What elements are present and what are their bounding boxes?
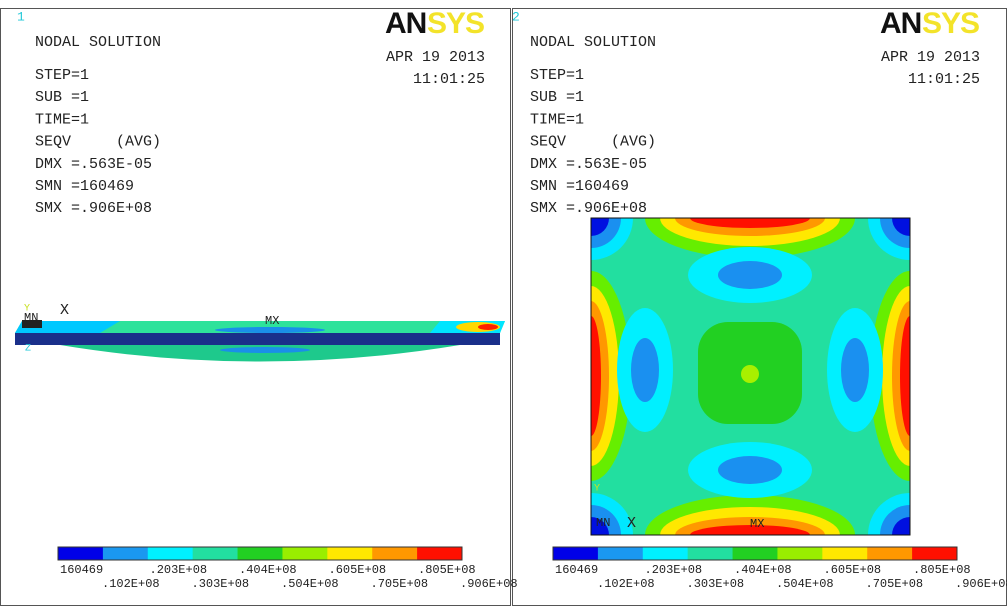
- legend-swatch: [777, 547, 822, 560]
- legend-label: .102E+08: [597, 577, 655, 591]
- legend-swatch: [282, 547, 327, 560]
- logo-left: AN: [880, 7, 921, 40]
- logo-right: SYS: [427, 7, 484, 40]
- legend-label: .203E+08: [645, 563, 703, 577]
- legend-label: .102E+08: [102, 577, 160, 591]
- legend-label: .805E+08: [418, 563, 476, 577]
- window-number: 1: [17, 9, 25, 24]
- legend-swatch: [912, 547, 957, 560]
- title: NODAL SOLUTION: [530, 34, 656, 51]
- legend-label: .906E+08: [955, 577, 1007, 591]
- legend-swatch: [103, 547, 148, 560]
- legend-label: .605E+08: [329, 563, 387, 577]
- legend-label: .805E+08: [913, 563, 971, 577]
- legend-label: 160469: [60, 563, 103, 577]
- date: APR 19 2013: [881, 49, 980, 66]
- info-line: SMX =.906E+08: [35, 200, 152, 217]
- legend-swatch: [643, 547, 688, 560]
- legend-swatch: [193, 547, 238, 560]
- legend-label: .705E+08: [866, 577, 924, 591]
- info-line: SMN =160469: [530, 178, 629, 195]
- info-line: TIME=1: [35, 111, 89, 128]
- info-line: DMX =.563E-05: [530, 156, 647, 173]
- legend-label: 160469: [555, 563, 598, 577]
- info-line: SEQV (AVG): [35, 134, 161, 151]
- marker-y: Y: [24, 304, 30, 315]
- legend-label: .303E+08: [192, 577, 250, 591]
- window-number: 2: [512, 9, 520, 24]
- legend-swatch: [148, 547, 193, 560]
- marker-mx: MX: [750, 517, 764, 531]
- legend-label: .504E+08: [281, 577, 339, 591]
- legend-label: .404E+08: [734, 563, 792, 577]
- info-line: SUB =1: [530, 89, 584, 106]
- legend-swatch: [327, 547, 372, 560]
- legend-swatch: [822, 547, 867, 560]
- info-line: SMN =160469: [35, 178, 134, 195]
- date: APR 19 2013: [386, 49, 485, 66]
- legend-label: .705E+08: [371, 577, 429, 591]
- title: NODAL SOLUTION: [35, 34, 161, 51]
- legend-swatch: [553, 547, 598, 560]
- info-line: TIME=1: [530, 111, 584, 128]
- legend-swatch: [238, 547, 283, 560]
- legend-label: .203E+08: [150, 563, 208, 577]
- legend-swatch: [688, 547, 733, 560]
- legend-label: .504E+08: [776, 577, 834, 591]
- legend-label: .906E+08: [460, 577, 518, 591]
- legend-swatch: [58, 547, 103, 560]
- marker-y: Y: [594, 484, 600, 495]
- info-line: SEQV (AVG): [530, 134, 656, 151]
- marker-mn: MN: [596, 516, 610, 530]
- logo-left: AN: [385, 7, 426, 40]
- screen: 1ANSYSNODAL SOLUTIONAPR 19 201311:01:25S…: [0, 0, 1007, 606]
- legend-label: .404E+08: [239, 563, 297, 577]
- legend-swatch: [372, 547, 417, 560]
- time: 11:01:25: [908, 71, 980, 88]
- marker-x: X: [627, 515, 636, 532]
- legend-swatch: [733, 547, 778, 560]
- info-line: SUB =1: [35, 89, 89, 106]
- info-line: STEP=1: [35, 67, 89, 84]
- marker-x: X: [60, 302, 69, 319]
- logo-right: SYS: [922, 7, 979, 40]
- legend-label: .605E+08: [824, 563, 882, 577]
- legend-swatch: [598, 547, 643, 560]
- info-line: STEP=1: [530, 67, 584, 84]
- marker-z: Z: [25, 344, 31, 355]
- time: 11:01:25: [413, 71, 485, 88]
- legend-swatch: [867, 547, 912, 560]
- legend-label: .303E+08: [687, 577, 745, 591]
- marker-mx: MX: [265, 314, 279, 328]
- legend-swatch: [417, 547, 462, 560]
- info-line: DMX =.563E-05: [35, 156, 152, 173]
- info-line: SMX =.906E+08: [530, 200, 647, 217]
